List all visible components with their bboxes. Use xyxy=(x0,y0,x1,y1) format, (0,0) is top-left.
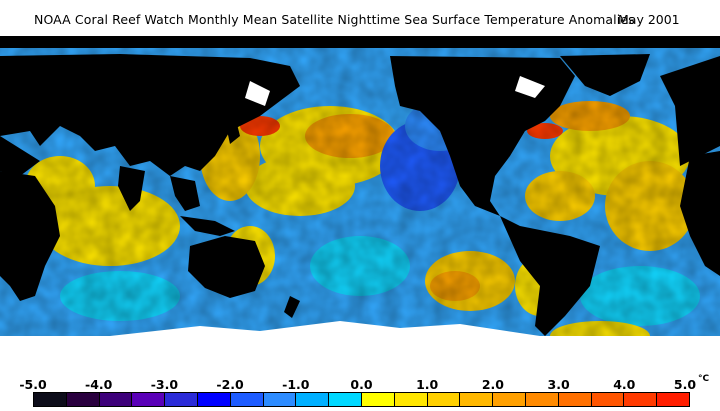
landmasses xyxy=(0,54,720,336)
hudson-ice xyxy=(515,76,545,98)
scale-label: 3.0 xyxy=(547,377,570,392)
scale-swatch xyxy=(165,393,198,406)
eurasia-west xyxy=(0,54,300,176)
scale-swatch xyxy=(525,393,559,406)
scale-swatch xyxy=(34,393,67,406)
south-america xyxy=(500,216,600,336)
scale-swatch xyxy=(66,393,100,406)
scale-label: 4.0 xyxy=(613,377,636,392)
scale-label: 1.0 xyxy=(416,377,439,392)
scale-swatch xyxy=(591,393,625,406)
japan xyxy=(225,116,240,144)
map-date: May 2001 xyxy=(618,12,680,27)
okhotsk-ice xyxy=(245,81,270,106)
ice-edge xyxy=(110,321,540,336)
scale-swatch xyxy=(132,393,166,406)
indochina xyxy=(170,176,200,211)
scale-swatch xyxy=(624,393,658,406)
scale-label: 2.0 xyxy=(481,377,504,392)
scale-label: -5.0 xyxy=(19,377,47,392)
indonesia xyxy=(180,216,235,236)
scale-swatch xyxy=(263,393,297,406)
new-zealand xyxy=(284,296,300,318)
scale-swatch xyxy=(657,393,689,406)
world-map-svg xyxy=(0,36,720,370)
africa-east xyxy=(680,151,720,276)
scale-label: 5.0 xyxy=(673,377,697,392)
map-title: NOAA Coral Reef Watch Monthly Mean Satel… xyxy=(34,12,635,27)
antarctic-ice xyxy=(0,336,720,370)
europe-east xyxy=(660,56,720,166)
africa-west xyxy=(0,171,60,301)
scale-swatch xyxy=(493,393,526,406)
scale-bar xyxy=(33,392,690,407)
scale-swatch xyxy=(427,393,461,406)
india xyxy=(118,166,145,211)
scale-swatch xyxy=(460,393,494,406)
europe-fragment xyxy=(0,136,40,176)
scale-label: -1.0 xyxy=(282,377,310,392)
scale-label: -3.0 xyxy=(150,377,179,392)
scale-swatch xyxy=(361,393,395,406)
scale-swatch xyxy=(394,393,428,406)
scale-swatch xyxy=(230,393,264,406)
scale-swatch xyxy=(99,393,133,406)
sst-anomaly-map xyxy=(0,36,720,370)
title-bar: NOAA Coral Reef Watch Monthly Mean Satel… xyxy=(0,0,720,36)
scale-unit: °C xyxy=(698,374,710,384)
scale-swatch xyxy=(197,393,231,406)
scale-swatch xyxy=(296,393,330,406)
scale-label: 0.0 xyxy=(350,377,373,392)
color-scale: -5.0 -4.0 -3.0 -2.0 -1.0 0.0 1.0 2.0 3.0… xyxy=(0,370,720,411)
scale-swatch xyxy=(558,393,592,406)
north-america xyxy=(390,56,575,216)
greenland xyxy=(560,54,650,96)
scale-label: -2.0 xyxy=(216,377,244,392)
scale-label: -4.0 xyxy=(85,377,113,392)
scale-swatch xyxy=(329,393,362,406)
australia xyxy=(188,236,265,298)
map-top-edge xyxy=(0,36,720,48)
